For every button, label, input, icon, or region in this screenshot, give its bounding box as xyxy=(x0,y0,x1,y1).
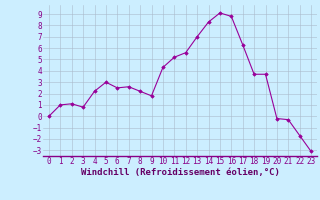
X-axis label: Windchill (Refroidissement éolien,°C): Windchill (Refroidissement éolien,°C) xyxy=(81,168,279,177)
